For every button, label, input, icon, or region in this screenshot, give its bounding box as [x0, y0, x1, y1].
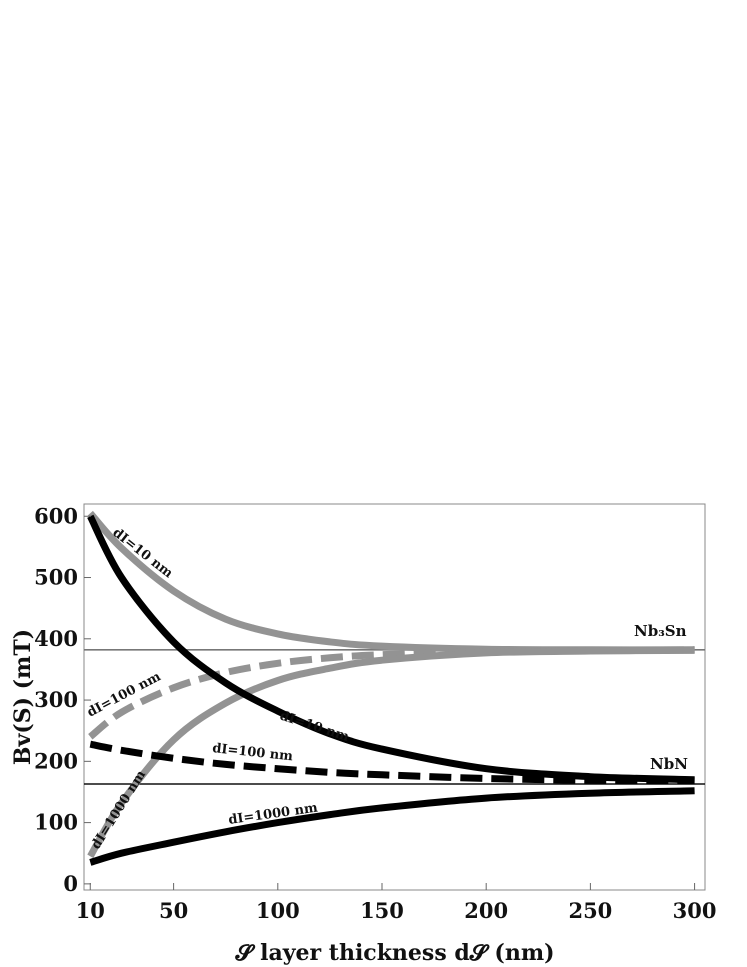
- x-tick-label: 50: [159, 898, 188, 923]
- x-tick-label: 200: [464, 898, 508, 923]
- annotation-nbn-10nm: dI=10 nm: [278, 709, 351, 746]
- x-tick-label: 250: [568, 898, 612, 923]
- y-tick-label: 0: [63, 871, 78, 896]
- series-line-nbn-1000nm: [89, 787, 695, 866]
- series-line-nb3sn-1000nm: [87, 646, 695, 859]
- series-line-nb3sn-100nm: [88, 646, 695, 740]
- y-tick-label: 300: [34, 687, 78, 712]
- x-tick-label: 150: [360, 898, 404, 923]
- series-line-nbn-10nm: [87, 514, 695, 784]
- y-tick-label: 500: [34, 565, 78, 590]
- x-tick-label: 100: [256, 898, 300, 923]
- x-tick-label: 300: [673, 898, 717, 923]
- y-tick-label: 600: [34, 503, 78, 528]
- series-line-nb3sn-10nm: [87, 510, 695, 654]
- label-nbn: NbN: [650, 755, 688, 773]
- y-tick-label: 200: [34, 748, 78, 773]
- y-tick-label: 100: [34, 810, 78, 835]
- y-tick-label: 400: [34, 626, 78, 651]
- label-nb3sn: Nb₃Sn: [634, 622, 687, 640]
- annotation-nb3sn-1000nm: dI=1000 nm: [89, 768, 150, 852]
- y-axis-label: Bv(S) (mT): [10, 629, 36, 765]
- x-tick-label: 10: [76, 898, 105, 923]
- series-line-nbn-100nm: [89, 740, 695, 785]
- x-axis-label: 𝓢 layer thickness d𝓢 (nm): [234, 940, 554, 966]
- plot-frame: [83, 503, 706, 891]
